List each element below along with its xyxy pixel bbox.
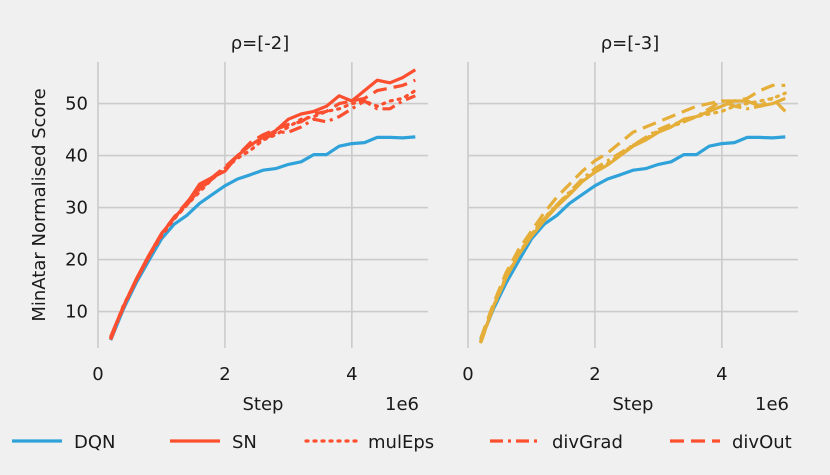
x-tick-label: 0 — [92, 364, 103, 385]
panel-left-x-offset: 1e6 — [385, 394, 419, 415]
panel-right: ρ=[-3] 0 2 4 Step 1e6 — [462, 33, 798, 415]
legend-item-muleps: mulEps — [304, 432, 434, 453]
legend-label: divOut — [732, 432, 792, 453]
legend-item-dqn: DQN — [12, 432, 116, 453]
panel-right-grid — [467, 62, 798, 348]
panel-right-xlabel: Step — [613, 394, 654, 415]
y-tick-label: 20 — [65, 250, 88, 271]
legend: DQN SN mulEps divGrad divOut — [12, 432, 792, 453]
x-tick-label: 2 — [219, 364, 230, 385]
x-tick-label: 0 — [462, 364, 473, 385]
x-tick-label: 2 — [589, 364, 600, 385]
panel-right-x-offset: 1e6 — [755, 394, 789, 415]
panel-left: ρ=[-2] 0 2 4 10 20 30 40 50 Step 1e6 — [65, 33, 428, 415]
panel-left-xlabel: Step — [243, 394, 284, 415]
panel-left-ticks: 0 2 4 10 20 30 40 50 — [65, 94, 357, 385]
panel-right-lines — [479, 83, 787, 344]
legend-label: divGrad — [552, 432, 623, 453]
x-tick-label: 4 — [716, 364, 727, 385]
legend-item-divgrad: divGrad — [490, 432, 623, 453]
legend-label: SN — [232, 432, 257, 453]
y-tick-label: 30 — [65, 198, 88, 219]
y-tick-label: 40 — [65, 146, 88, 167]
series-line-divout — [109, 78, 416, 339]
panel-left-grid — [97, 62, 428, 348]
legend-item-sn: SN — [170, 432, 257, 453]
series-line-divgrad — [479, 96, 787, 344]
panel-right-ticks: 0 2 4 — [462, 364, 727, 385]
y-tick-label: 50 — [65, 94, 88, 115]
y-tick-label: 10 — [65, 302, 88, 323]
x-tick-label: 4 — [346, 364, 357, 385]
panel-right-title: ρ=[-3] — [601, 33, 660, 54]
panel-left-lines — [109, 68, 417, 341]
series-line-muleps — [479, 91, 787, 344]
legend-label: DQN — [74, 432, 116, 453]
series-line-divout — [479, 83, 786, 340]
panel-left-title: ρ=[-2] — [231, 33, 290, 54]
y-axis-label: MinAtar Normalised Score — [29, 88, 50, 321]
legend-item-divout: divOut — [670, 432, 792, 453]
legend-label: mulEps — [368, 432, 434, 453]
